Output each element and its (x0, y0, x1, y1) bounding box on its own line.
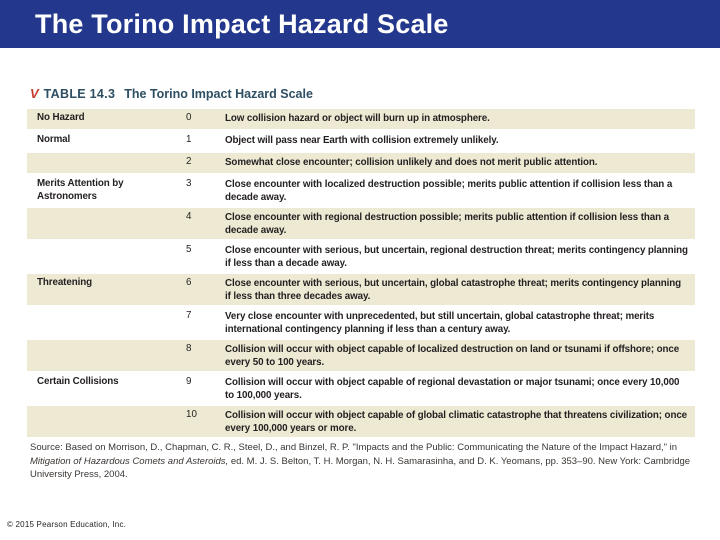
source-book-title: Mitigation of Hazardous Comets and Aster… (30, 455, 229, 467)
row-category: Certain Collisions (37, 376, 119, 387)
source-text: Source: Based on Morrison, D., Chapman, … (30, 442, 678, 453)
row-level: 0 (186, 112, 192, 123)
table-row: Certain Collisions 9 Collision will occu… (27, 373, 695, 404)
table-row: Normal 1 Object will pass near Earth wit… (27, 131, 695, 151)
row-level: 7 (186, 310, 192, 321)
row-description: Close encounter with localized destructi… (225, 179, 673, 203)
source-text-end: ed. M. J. S. Belton, T. H. Morgan, N. H.… (30, 455, 691, 481)
row-description: Close encounter with regional destructio… (225, 212, 669, 236)
table-row: 2 Somewhat close encounter; collision un… (27, 153, 695, 173)
row-level: 8 (186, 343, 192, 354)
row-level: 3 (186, 178, 192, 189)
copyright-note: © 2015 Pearson Education, Inc. (7, 520, 127, 529)
slide-title: The Torino Impact Hazard Scale (35, 9, 449, 39)
row-description: Object will pass near Earth with collisi… (225, 135, 499, 146)
table-row: 10 Collision will occur with object capa… (27, 406, 695, 437)
row-description: Low collision hazard or object will burn… (225, 113, 490, 124)
table-row: 7 Very close encounter with unprecedente… (27, 307, 695, 338)
row-level: 6 (186, 277, 192, 288)
row-description: Close encounter with serious, but uncert… (225, 245, 688, 269)
table-row: No Hazard 0 Low collision hazard or obje… (27, 109, 695, 129)
table-row: Threatening 6 Close encounter with serio… (27, 274, 695, 305)
table-row: 8 Collision will occur with object capab… (27, 340, 695, 371)
row-description: Collision will occur with object capable… (225, 344, 680, 368)
row-level: 9 (186, 376, 192, 387)
row-category: Normal (37, 134, 71, 145)
table-row: 4 Close encounter with regional destruct… (27, 208, 695, 239)
slide-title-bar: The Torino Impact Hazard Scale (0, 0, 720, 48)
row-description: Close encounter with serious, but uncert… (225, 278, 682, 302)
row-description: Very close encounter with unprecedented,… (225, 311, 655, 335)
row-level: 5 (186, 244, 192, 255)
row-category: No Hazard (37, 112, 85, 123)
row-level: 1 (186, 134, 192, 145)
row-level: 10 (186, 409, 197, 420)
table-label: TABLE 14.3 (43, 87, 116, 101)
row-description: Collision will occur with object capable… (225, 377, 680, 401)
row-category: Merits Attention by Astronomers (37, 178, 124, 202)
table-title: The Torino Impact Hazard Scale (124, 87, 313, 101)
table-row: 5 Close encounter with serious, but unce… (27, 241, 695, 272)
table-row: Merits Attention by Astronomers 3 Close … (27, 175, 695, 206)
source-note: Source: Based on Morrison, D., Chapman, … (30, 441, 698, 482)
row-category: Threatening (37, 277, 92, 288)
row-description: Somewhat close encounter; collision unli… (225, 157, 598, 168)
table-rows: No Hazard 0 Low collision hazard or obje… (27, 109, 695, 437)
row-level: 2 (186, 156, 192, 167)
table-caption: V TABLE 14.3 The Torino Impact Hazard Scal… (30, 86, 695, 101)
table-marker-icon: V (30, 86, 39, 101)
row-level: 4 (186, 211, 192, 222)
torino-table: V TABLE 14.3 The Torino Impact Hazard Scal… (27, 86, 695, 439)
row-description: Collision will occur with object capable… (225, 410, 688, 434)
